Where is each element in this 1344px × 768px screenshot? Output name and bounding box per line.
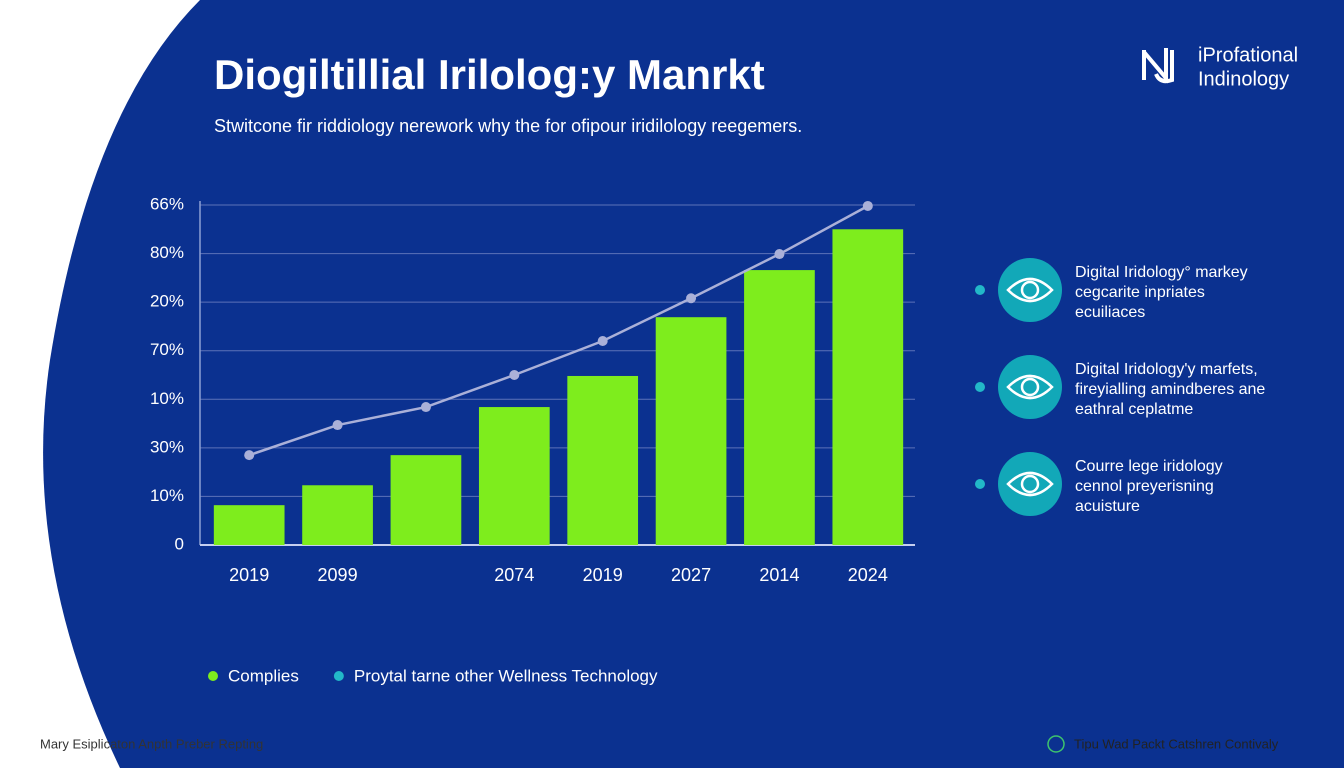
feature-text: cennol preyerisning [1075, 478, 1214, 495]
y-tick-label: 30% [150, 437, 184, 456]
bar [302, 485, 373, 545]
trend-point [774, 249, 785, 260]
legend-label: Proytal tarne other Wellness Technology [354, 666, 658, 685]
trend-point [332, 420, 343, 431]
y-tick-label: 10% [150, 389, 184, 408]
x-tick-label: 2019 [583, 565, 623, 585]
x-tick-label: 2074 [494, 565, 534, 585]
y-tick-label: 70% [150, 340, 184, 359]
y-tick-label: 0 [175, 534, 184, 553]
trend-point [686, 293, 697, 304]
trend-point [597, 336, 608, 346]
legend-swatch [208, 671, 218, 681]
feature-text: Courre lege iridology [1075, 458, 1223, 475]
bar [744, 270, 815, 545]
trend-point [420, 402, 431, 413]
feature-icon [1006, 374, 1054, 400]
y-tick-label: 80% [150, 243, 184, 262]
feature-dot [975, 285, 985, 295]
feature-icon-iris [1020, 280, 1040, 300]
x-tick-label: 2019 [229, 565, 269, 585]
bar [478, 407, 550, 545]
feature-text: cegcarite inpriates [1075, 284, 1205, 301]
footer-icon [1047, 735, 1065, 753]
feature-text: Digital Iridology'y marfets, [1075, 361, 1258, 378]
feature-text: fireyialling amindberes ane [1075, 381, 1265, 398]
x-tick-label: 2099 [318, 565, 358, 585]
bar [832, 229, 904, 546]
footer-left: Mary Esiplicaton Anpth Preber Repting [40, 736, 263, 751]
footer-right: Tipu Wad Packt Catshren Contivaly [1074, 736, 1279, 751]
x-tick-label: 2014 [759, 565, 799, 585]
trend-point [244, 450, 255, 461]
bar [655, 317, 727, 545]
logo: iProfational Indinology [1142, 44, 1298, 90]
feature-icon [1006, 471, 1054, 497]
feature-text: acuisture [1075, 498, 1140, 515]
feature-icon-iris [1020, 474, 1040, 494]
trend-point [862, 200, 873, 211]
feature-icon-bg [998, 258, 1062, 322]
trend-line [248, 204, 869, 457]
bar [213, 505, 285, 545]
subtitle: Stwitcone fir riddiology nerework why th… [214, 116, 802, 136]
y-tick-label: 10% [150, 486, 184, 505]
y-tick-label: 20% [150, 292, 184, 311]
feature-icon [1006, 277, 1054, 303]
feature-text: ecuiliaces [1075, 304, 1145, 321]
title: Diogiltillial Irilolog:y Manrkt [214, 51, 765, 98]
feature-icon-bg [998, 452, 1062, 516]
y-tick-label: 66% [150, 194, 184, 213]
logo-text: Indinology [1198, 68, 1289, 90]
logo-text: iProfational [1198, 44, 1298, 66]
x-tick-label: 2024 [848, 565, 888, 585]
trend-point [509, 370, 520, 380]
features: Digital Iridology° markey cegcarite inpri… [975, 258, 1265, 516]
x-tick-label: 2027 [671, 565, 711, 585]
feature-text: eathral ceplatme [1075, 401, 1193, 418]
feature-dot [975, 382, 985, 392]
feature-icon-bg [998, 355, 1062, 419]
feature-dot [975, 479, 985, 489]
bar [567, 375, 639, 545]
legend-label: Complies [228, 666, 299, 685]
feature-icon-iris [1020, 377, 1040, 397]
bar [390, 455, 462, 545]
legend-swatch [333, 671, 344, 681]
feature-text: Digital Iridology° markey [1075, 264, 1248, 281]
chart: 0 10% 30% 10% 70% 20% 80% 66% 2019 2099 2074 2019 20… [150, 194, 915, 685]
logo-icon [1142, 48, 1174, 84]
